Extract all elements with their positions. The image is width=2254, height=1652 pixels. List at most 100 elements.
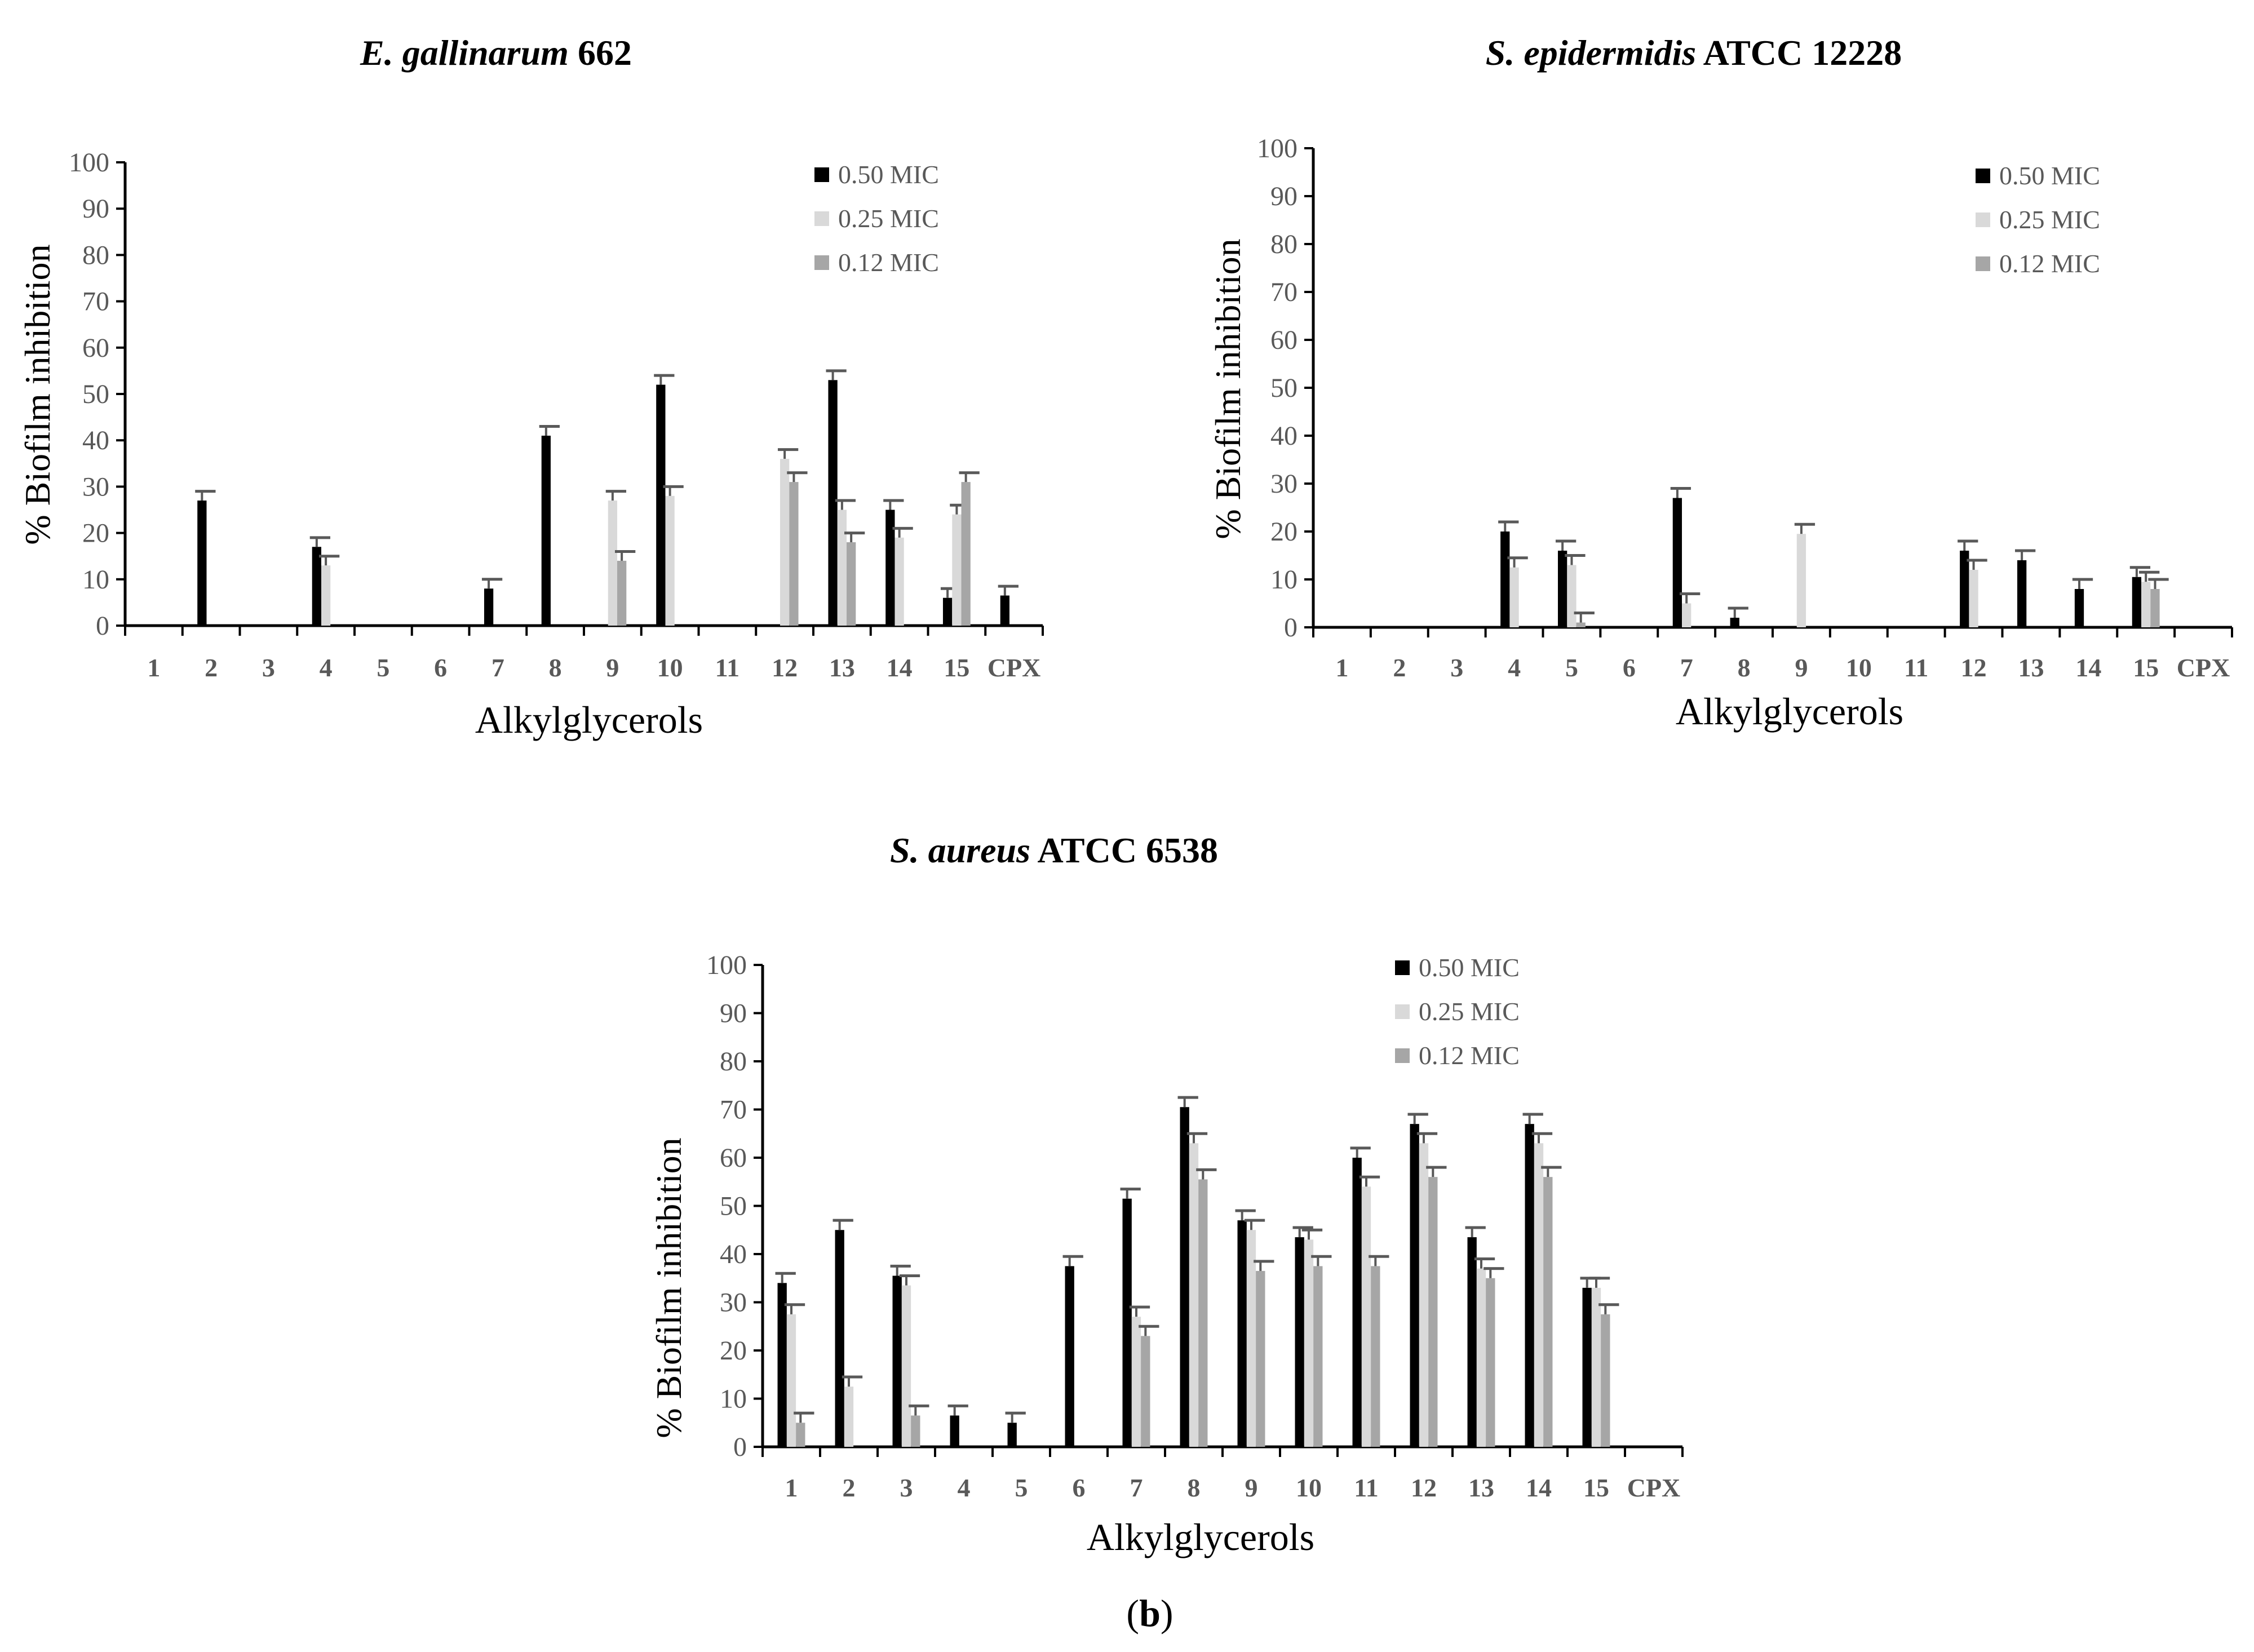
y-tick-label: 50 — [1270, 373, 1298, 403]
x-tick-label: 6 — [434, 653, 447, 682]
bar-0-50-mic-13 — [828, 380, 838, 626]
legend-label: 0.50 MIC — [1419, 953, 1520, 982]
x-tick-label: 5 — [377, 653, 389, 682]
y-tick-label: 70 — [82, 287, 109, 317]
chart-title-species: S. aureus — [890, 830, 1030, 870]
y-axis-label: % Biofilm inhibition — [649, 1137, 689, 1438]
chart-title: E. gallinarum 662 — [360, 33, 632, 73]
bar-0-50-mic-cpx — [1000, 595, 1009, 626]
bar-0-25-mic-13 — [1476, 1268, 1486, 1447]
bar-0-25-mic-15 — [2141, 582, 2151, 627]
bar-0-25-mic-8 — [1189, 1143, 1199, 1447]
bar-0-50-mic-12 — [1960, 551, 1969, 627]
x-tick-label: CPX — [2177, 653, 2230, 682]
y-axis-label: % Biofilm inhibition — [1208, 238, 1248, 539]
bar-0-25-mic-10 — [665, 495, 675, 626]
bar-0-50-mic-12 — [1410, 1124, 1419, 1447]
x-tick-label: 14 — [2075, 653, 2101, 682]
bar-0-50-mic-10 — [1295, 1237, 1304, 1447]
legend-swatch — [1395, 1004, 1410, 1019]
x-tick-label: 1 — [1335, 653, 1348, 682]
bar-0-12-mic-12 — [1428, 1177, 1438, 1447]
bar-0-50-mic-6 — [1065, 1266, 1074, 1447]
bar-0-12-mic-15 — [1601, 1314, 1610, 1447]
legend: 0.50 MIC 0.25 MIC 0.12 MIC — [814, 160, 939, 277]
chart-title-strain: ATCC 12228 — [1696, 33, 1902, 73]
bar-0-50-mic-7 — [484, 588, 494, 626]
chart-title-species: E. gallinarum — [360, 33, 569, 73]
y-tick-label: 20 — [1270, 517, 1298, 547]
x-tick-label: 14 — [1526, 1473, 1552, 1502]
chart-title-strain: ATCC 6538 — [1030, 830, 1218, 870]
chart-s-aureus: S. aureus ATCC 6538 % Biofilm inhibition… — [649, 830, 1684, 1558]
y-tick-label: 100 — [706, 950, 747, 980]
figure-label-open: ( — [1126, 1592, 1139, 1635]
x-tick-label: 13 — [829, 653, 855, 682]
legend-swatch — [814, 211, 829, 226]
y-tick-label: 100 — [69, 148, 109, 178]
x-tick-label: 1 — [785, 1473, 798, 1502]
bar-0-50-mic-3 — [892, 1275, 902, 1447]
x-tick-label: 11 — [1904, 653, 1928, 682]
bar-0-50-mic-15 — [942, 597, 953, 626]
bar-0-25-mic-7 — [1682, 603, 1691, 627]
x-tick-label: 2 — [843, 1473, 856, 1502]
figure-label-letter: b — [1139, 1592, 1161, 1635]
x-tick-label: 9 — [606, 653, 619, 682]
bar-0-50-mic-15 — [2132, 577, 2142, 627]
x-tick-label: 5 — [1565, 653, 1578, 682]
y-tick-label: 90 — [1270, 181, 1298, 211]
bar-0-50-mic-14 — [885, 510, 895, 626]
bar-0-50-mic-14 — [1525, 1124, 1534, 1447]
legend-swatch — [1976, 256, 1990, 271]
x-tick-label: 15 — [2133, 653, 2159, 682]
bars — [775, 1096, 1619, 1447]
x-tick-label: 9 — [1245, 1473, 1258, 1502]
bars — [1498, 487, 2169, 627]
bar-0-12-mic-11 — [1371, 1266, 1380, 1447]
bar-0-25-mic-9 — [608, 501, 618, 626]
x-tick-label: 13 — [1468, 1473, 1494, 1502]
bar-0-25-mic-2 — [844, 1387, 854, 1447]
y-tick-label: 60 — [82, 333, 109, 363]
bar-0-50-mic-2 — [197, 501, 207, 626]
bar-0-12-mic-1 — [796, 1423, 805, 1447]
bar-0-50-mic-4 — [1500, 532, 1510, 627]
legend-swatch — [814, 255, 829, 270]
y-tick-label: 80 — [720, 1047, 747, 1077]
bars — [195, 369, 1018, 626]
bar-0-12-mic-7 — [1141, 1336, 1150, 1447]
bar-0-50-mic-8 — [541, 435, 551, 626]
x-tick-label: 11 — [715, 653, 739, 682]
y-tick-label: 50 — [720, 1192, 747, 1221]
bar-0-25-mic-12 — [1419, 1143, 1429, 1447]
bar-0-12-mic-8 — [1198, 1179, 1208, 1447]
y-tick-label: 20 — [720, 1336, 747, 1366]
y-tick-label: 70 — [720, 1095, 747, 1125]
x-tick-label: 6 — [1623, 653, 1636, 682]
bar-0-25-mic-9 — [1246, 1230, 1256, 1447]
bar-0-25-mic-14 — [1534, 1143, 1544, 1447]
legend-label: 0.50 MIC — [838, 160, 939, 189]
legend-swatch — [1976, 212, 1990, 227]
x-tick-label: 4 — [320, 653, 333, 682]
y-tick-label: 60 — [1270, 325, 1298, 355]
bar-0-50-mic-4 — [312, 547, 321, 626]
bar-0-12-mic-13 — [847, 542, 856, 626]
legend-label: 0.50 MIC — [1999, 161, 2100, 190]
bar-0-25-mic-10 — [1304, 1239, 1314, 1447]
chart-title: S. aureus ATCC 6538 — [890, 830, 1218, 870]
x-tick-label: 2 — [1393, 653, 1406, 682]
x-tick-label: 7 — [1130, 1473, 1143, 1502]
bar-0-12-mic-15 — [2150, 589, 2160, 627]
y-tick-label: 0 — [96, 611, 109, 641]
y-tick-label: 70 — [1270, 277, 1298, 307]
y-tick-label: 50 — [82, 379, 109, 409]
bar-0-12-mic-14 — [1543, 1177, 1553, 1447]
bar-0-50-mic-2 — [835, 1230, 844, 1447]
y-tick-label: 80 — [82, 240, 109, 270]
y-tick-label: 10 — [720, 1384, 747, 1414]
bar-0-25-mic-13 — [837, 510, 847, 626]
y-tick-label: 10 — [1270, 565, 1298, 595]
bar-0-25-mic-9 — [1796, 534, 1806, 627]
